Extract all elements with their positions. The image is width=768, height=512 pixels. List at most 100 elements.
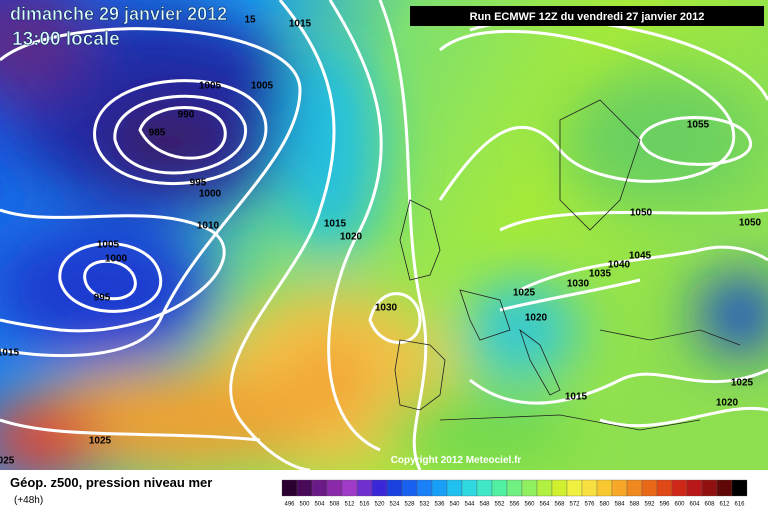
colorbar-label: 496	[284, 502, 295, 508]
colorbar-label: 536	[434, 502, 445, 508]
color-swatch	[581, 479, 598, 497]
color-swatch	[341, 479, 358, 497]
isobar-label: 1015	[324, 219, 347, 230]
isobar-label: 990	[178, 110, 195, 121]
color-swatch	[311, 479, 328, 497]
colorbar-label: 508	[329, 502, 340, 508]
colorbar-label: 588	[629, 502, 640, 508]
isobar-label: 15	[244, 15, 256, 26]
color-swatch	[551, 479, 568, 497]
colorbar-label: 576	[584, 502, 595, 508]
color-swatch	[461, 479, 478, 497]
color-swatch	[596, 479, 613, 497]
color-swatch	[536, 479, 553, 497]
colorbar-label: 548	[479, 502, 490, 508]
colorbar-label: 524	[389, 502, 400, 508]
isobar-label: 025	[0, 456, 15, 467]
color-swatch	[686, 479, 703, 497]
field-shading	[0, 0, 768, 480]
isobar-label: 1015	[0, 348, 20, 359]
colorbar-label: 512	[344, 502, 355, 508]
colorbar-label: 560	[524, 502, 535, 508]
isobar-label: 985	[149, 128, 166, 139]
colorbar-label: 612	[719, 502, 730, 508]
isobar-label: 1035	[589, 269, 612, 280]
colorbar-label: 600	[674, 502, 685, 508]
isobar-label: 1000	[105, 254, 128, 265]
isobar-label: 1025	[89, 436, 112, 447]
colorbar-label: 616	[734, 502, 745, 508]
color-swatch	[401, 479, 418, 497]
color-swatch	[641, 479, 658, 497]
copyright: Copyright 2012 Meteociel.fr	[391, 455, 522, 466]
color-swatch	[446, 479, 463, 497]
run-info: Run ECMWF 12Z du vendredi 27 janvier 201…	[470, 11, 705, 23]
color-swatch	[731, 479, 748, 497]
color-swatch	[371, 479, 388, 497]
color-swatch	[716, 479, 733, 497]
isobar-label: 1050	[739, 218, 762, 229]
isobar-label: 1025	[731, 378, 754, 389]
color-swatch	[656, 479, 673, 497]
colorbar-label: 544	[464, 502, 475, 508]
colorbar-label: 584	[614, 502, 625, 508]
isobar-label: 1025	[513, 288, 536, 299]
isobar-label: 1020	[525, 313, 548, 324]
isobar-label: 1010	[197, 221, 220, 232]
color-swatch	[521, 479, 538, 497]
colorbar-label: 596	[659, 502, 670, 508]
coastlines	[394, 99, 741, 431]
map-time: 13:00 locale	[12, 29, 120, 50]
colorbar-label: 580	[599, 502, 610, 508]
colorbar-label: 532	[419, 502, 430, 508]
isobar-label: 1015	[289, 19, 312, 30]
isobar-label: 1005	[97, 240, 120, 251]
isobar-label: 1015	[565, 392, 588, 403]
colorbar-label: 540	[449, 502, 460, 508]
isobar-label: 1005	[251, 81, 274, 92]
color-swatch	[701, 479, 718, 497]
colorbar-label: 604	[689, 502, 700, 508]
colorbar-label: 592	[644, 502, 655, 508]
color-swatch	[431, 479, 448, 497]
colorbar-label: 528	[404, 502, 415, 508]
isobar-label: 995	[94, 293, 111, 304]
color-swatch	[281, 479, 298, 497]
isobar-label: 1005	[199, 81, 222, 92]
run-banner	[410, 6, 764, 26]
colorbar-label: 516	[359, 502, 370, 508]
isobar-label: 1055	[687, 120, 710, 131]
color-swatch	[416, 479, 433, 497]
colorbar-label: 568	[554, 502, 565, 508]
isobar-label: 1040	[608, 260, 631, 271]
isobar-label: 1030	[375, 303, 398, 314]
color-swatch	[326, 479, 343, 497]
colorbar-label: 504	[314, 502, 325, 508]
color-swatch	[506, 479, 523, 497]
isobar-label: 1045	[629, 251, 652, 262]
colorbar-label: 552	[494, 502, 505, 508]
legend-lead: (+48h)	[14, 495, 43, 506]
map-date: dimanche 29 janvier 2012	[10, 4, 227, 24]
color-swatch	[671, 479, 688, 497]
isobar-label: 1000	[199, 189, 222, 200]
isobar-label: 1020	[716, 398, 739, 409]
color-swatch	[356, 479, 373, 497]
isobar-label: 1050	[630, 208, 653, 219]
color-swatch	[296, 479, 313, 497]
isobar-label: 1030	[567, 279, 590, 290]
color-swatch	[626, 479, 643, 497]
colorbar-label: 556	[509, 502, 520, 508]
isobar-label: 995	[190, 178, 207, 189]
color-swatch	[386, 479, 403, 497]
isobar-label: 1020	[340, 232, 363, 243]
colorbar-label: 520	[374, 502, 385, 508]
colorbar-label: 572	[569, 502, 580, 508]
color-swatch	[491, 479, 508, 497]
colorbar-label: 608	[704, 502, 715, 508]
colorbar-label: 564	[539, 502, 550, 508]
legend-title: Géop. z500, pression niveau mer	[10, 475, 212, 490]
color-swatch	[566, 479, 583, 497]
colorbar-label: 500	[299, 502, 310, 508]
